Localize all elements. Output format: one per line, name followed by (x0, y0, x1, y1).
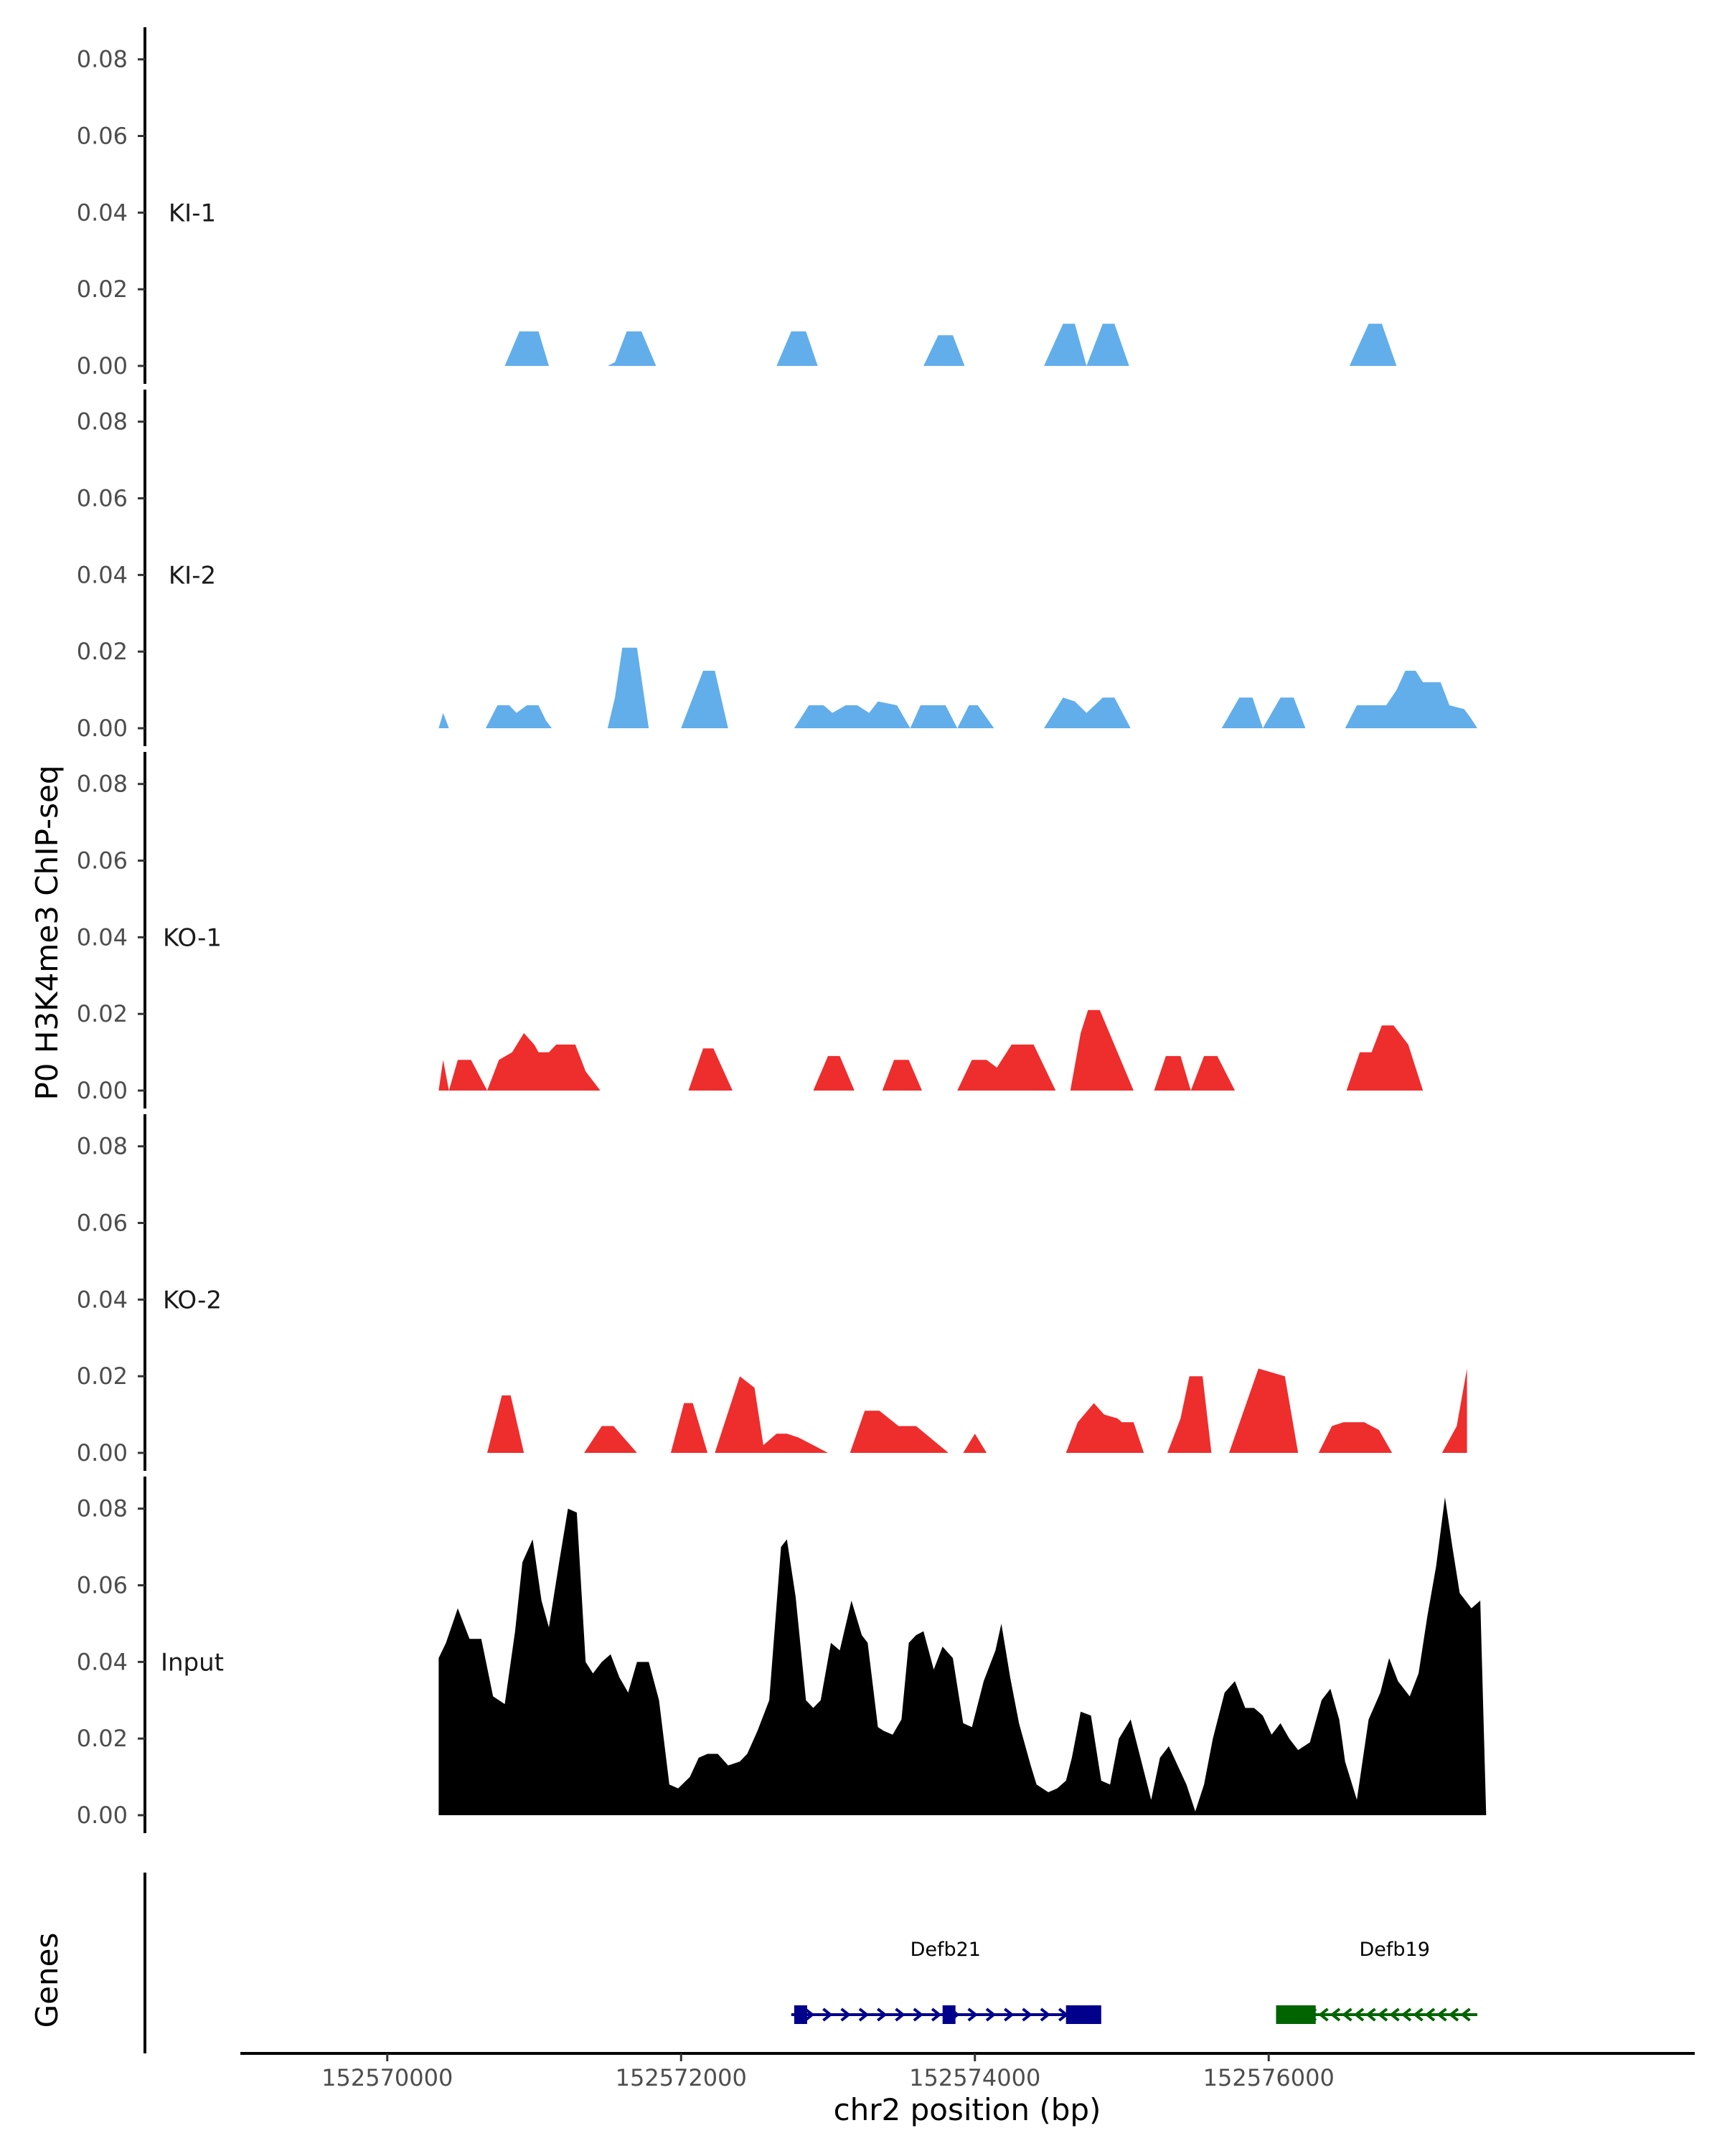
exon-block (942, 2005, 956, 2024)
x-tick-label: 152574000 (909, 2064, 1040, 2091)
y-tick-label: 0.06 (77, 1572, 128, 1599)
gene-name-label: Defb19 (1360, 1939, 1430, 1961)
track-ko-1: 0.00 0.02 0.04 0.06 0.08 KO-1 (77, 752, 1424, 1108)
track-label: KO-1 (163, 923, 222, 952)
y-tick-label: 0.02 (77, 1000, 128, 1027)
strand-arrow (1318, 2007, 1329, 2022)
coverage-area (487, 1368, 1467, 1453)
strand-arrow (913, 2007, 924, 2022)
y-tick-label: 0.08 (77, 1133, 128, 1160)
strand-arrow (840, 2007, 851, 2022)
y-tick-label: 0.02 (77, 1725, 128, 1752)
y-tick-label: 0.08 (77, 771, 128, 798)
x-axis-title: chr2 position (bp) (834, 2092, 1101, 2127)
y-tick-label: 0.04 (77, 561, 128, 588)
strand-arrow (1353, 2007, 1365, 2022)
strand-arrow (1460, 2007, 1471, 2022)
x-tick-label: 152572000 (616, 2064, 747, 2091)
track-ko-2: 0.00 0.02 0.04 0.06 0.08 KO-2 (77, 1114, 1467, 1471)
strand-arrow (1365, 2007, 1376, 2022)
x-tick-label: 152570000 (321, 2064, 453, 2091)
y-tick-label: 0.04 (77, 1286, 128, 1313)
y-tick-label: 0.08 (77, 46, 128, 73)
strand-arrow (1436, 2007, 1447, 2022)
y-tick-label: 0.00 (77, 352, 128, 380)
track-ki-1: 0.00 0.02 0.04 0.06 0.08 KI-1 (77, 27, 1397, 384)
y-tick-label: 0.08 (77, 408, 128, 436)
y-tick-label: 0.06 (77, 123, 128, 150)
strand-arrow (967, 2007, 978, 2022)
strand-arrow (895, 2007, 905, 2022)
strand-arrow (1022, 2007, 1032, 2022)
exon-block (1065, 2005, 1101, 2024)
strand-arrow (1377, 2007, 1388, 2022)
y-tick-label: 0.04 (77, 199, 128, 226)
strand-arrow (985, 2007, 997, 2022)
track-label: KO-2 (163, 1286, 222, 1314)
strand-arrow (1389, 2007, 1400, 2022)
strand-arrow (858, 2007, 870, 2022)
y-tick-label: 0.06 (77, 847, 128, 875)
coverage-area (438, 1009, 1424, 1091)
y-tick-label: 0.00 (77, 715, 128, 742)
strand-arrow (804, 2007, 815, 2022)
strand-arrow (1004, 2007, 1015, 2022)
genes-track-title: Genes (29, 1933, 65, 2028)
strand-arrow (931, 2007, 942, 2022)
coverage-area (438, 1497, 1487, 1815)
tracks-layer: 0.00 0.02 0.04 0.06 0.08 KI-1 0.00 0.02 0.04 0.06… (77, 27, 1487, 1833)
y-tick-label: 0.06 (77, 485, 128, 512)
gene-defb21: Defb21 (791, 1939, 1101, 2024)
y-tick-label: 0.04 (77, 923, 128, 951)
y-tick-label: 0.06 (77, 1210, 128, 1237)
strand-arrow (1413, 2007, 1424, 2022)
y-tick-label: 0.02 (77, 276, 128, 303)
track-label: Input (161, 1648, 224, 1677)
y-tick-label: 0.08 (77, 1495, 128, 1522)
strand-arrow (1424, 2007, 1436, 2022)
y-axis-title: P0 H3K4me3 ChIP-seq (29, 765, 65, 1100)
y-tick-label: 0.00 (77, 1077, 128, 1104)
strand-arrow (822, 2007, 833, 2022)
x-axis: 152570000 152572000 152574000 152576000 (240, 2052, 1695, 2091)
x-tick-label: 152576000 (1203, 2064, 1335, 2091)
genes-layer: Defb21 Defb19 (144, 1873, 1477, 2053)
strand-arrow (877, 2007, 888, 2022)
strand-arrow (1401, 2007, 1412, 2022)
track-ki-2: 0.00 0.02 0.04 0.06 0.08 KI-2 (77, 390, 1477, 746)
coverage-area (504, 324, 1397, 366)
y-tick-label: 0.00 (77, 1439, 128, 1467)
gene-defb19: Defb19 (1276, 1939, 1477, 2024)
y-tick-label: 0.02 (77, 1362, 128, 1390)
y-tick-label: 0.02 (77, 638, 128, 665)
exon-block (1276, 2005, 1316, 2024)
track-label: KI-1 (169, 199, 216, 227)
y-tick-label: 0.04 (77, 1648, 128, 1675)
gene-name-label: Defb21 (911, 1939, 981, 1961)
strand-arrow (1330, 2007, 1341, 2022)
strand-arrow (1342, 2007, 1352, 2022)
track-label: KI-2 (169, 561, 216, 590)
strand-arrow (1448, 2007, 1459, 2022)
coverage-area (438, 647, 1477, 728)
track-input: 0.00 0.02 0.04 0.06 0.08 Input (77, 1477, 1487, 1833)
y-tick-label: 0.00 (77, 1802, 128, 1829)
exon-block (794, 2005, 807, 2024)
strand-arrow (1040, 2007, 1051, 2022)
